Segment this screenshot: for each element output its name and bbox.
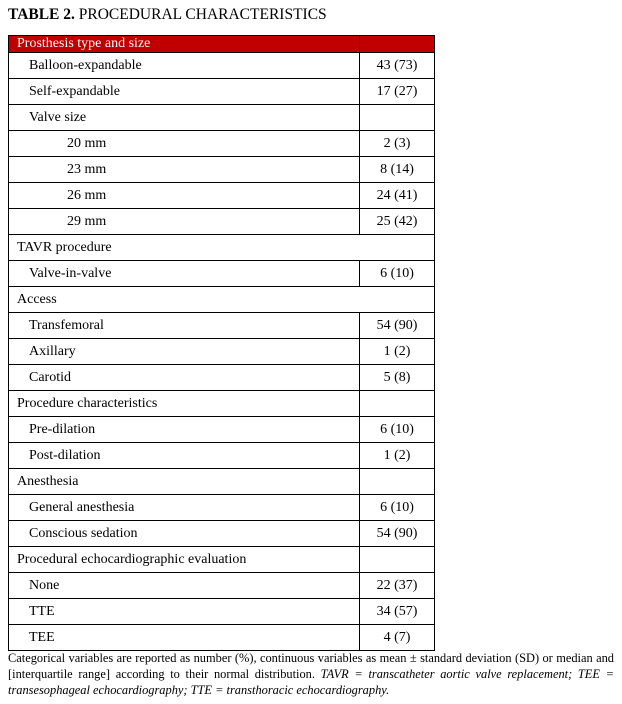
table-row: Transfemoral 54 (90) [8, 312, 435, 339]
table-row: Axillary 1 (2) [8, 338, 435, 365]
row-label: Transfemoral [8, 312, 360, 339]
header-label: Prosthesis type and size [8, 35, 360, 53]
table-row: Access [8, 286, 435, 313]
table-row: 29 mm 25 (42) [8, 208, 435, 235]
row-label: Valve-in-valve [8, 260, 360, 287]
row-label: Balloon-expandable [8, 52, 360, 79]
row-value [359, 546, 435, 573]
row-value: 6 (10) [359, 416, 435, 443]
table-title-text: PROCEDURAL CHARACTERISTICS [74, 6, 327, 23]
footnote-abbreviations: TAVR = transcatheter aortic valve replac… [8, 667, 614, 697]
row-label: Post-dilation [8, 442, 360, 469]
table-row: Procedure characteristics [8, 390, 435, 417]
row-label: 29 mm [8, 208, 360, 235]
row-value [359, 468, 435, 495]
row-value: 1 (2) [359, 442, 435, 469]
row-label: None [8, 572, 360, 599]
row-label: TAVR procedure [8, 234, 435, 261]
table-row: TEE 4 (7) [8, 624, 435, 651]
row-value: 54 (90) [359, 520, 435, 547]
table-row: Balloon-expandable 43 (73) [8, 52, 435, 79]
row-label: 23 mm [8, 156, 360, 183]
table-footnote: Categorical variables are reported as nu… [8, 650, 614, 698]
header-value [359, 35, 435, 53]
table-row: Procedural echocardiographic evaluation [8, 546, 435, 573]
row-label: TTE [8, 598, 360, 625]
table-row: Post-dilation 1 (2) [8, 442, 435, 469]
row-label: Pre-dilation [8, 416, 360, 443]
table-row: TTE 34 (57) [8, 598, 435, 625]
table-row: Valve size [8, 104, 435, 131]
table-row: General anesthesia 6 (10) [8, 494, 435, 521]
row-value: 4 (7) [359, 624, 435, 651]
row-value: 5 (8) [359, 364, 435, 391]
table-row: None 22 (37) [8, 572, 435, 599]
procedural-table: Prosthesis type and size Balloon-expanda… [8, 35, 435, 651]
footnote-text: Categorical variables are reported as nu… [8, 651, 614, 681]
row-value: 25 (42) [359, 208, 435, 235]
table-row: Valve-in-valve 6 (10) [8, 260, 435, 287]
row-label: Self-expandable [8, 78, 360, 105]
table-number: TABLE 2. [8, 6, 75, 23]
row-value: 2 (3) [359, 130, 435, 157]
table-title: TABLE 2. PROCEDURAL CHARACTERISTICS [8, 6, 327, 24]
row-value [359, 104, 435, 131]
row-label: Anesthesia [8, 468, 360, 495]
row-value: 24 (41) [359, 182, 435, 209]
row-value: 17 (27) [359, 78, 435, 105]
row-label: TEE [8, 624, 360, 651]
row-value: 6 (10) [359, 494, 435, 521]
row-label: Access [8, 286, 435, 313]
table-row: Anesthesia [8, 468, 435, 495]
row-label: Procedure characteristics [8, 390, 360, 417]
table-row: Self-expandable 17 (27) [8, 78, 435, 105]
table-header-row: Prosthesis type and size [8, 35, 435, 53]
row-value: 6 (10) [359, 260, 435, 287]
row-value: 34 (57) [359, 598, 435, 625]
row-value: 43 (73) [359, 52, 435, 79]
table-row: 23 mm 8 (14) [8, 156, 435, 183]
table-row: TAVR procedure [8, 234, 435, 261]
table-row: Conscious sedation 54 (90) [8, 520, 435, 547]
table-row: Carotid 5 (8) [8, 364, 435, 391]
row-label: 20 mm [8, 130, 360, 157]
row-label: General anesthesia [8, 494, 360, 521]
row-label: 26 mm [8, 182, 360, 209]
row-value: 54 (90) [359, 312, 435, 339]
table-row: Pre-dilation 6 (10) [8, 416, 435, 443]
table-row: 20 mm 2 (3) [8, 130, 435, 157]
row-label: Procedural echocardiographic evaluation [8, 546, 360, 573]
row-label: Axillary [8, 338, 360, 365]
row-value [359, 390, 435, 417]
row-label: Conscious sedation [8, 520, 360, 547]
row-label: Carotid [8, 364, 360, 391]
table-row: 26 mm 24 (41) [8, 182, 435, 209]
row-value: 1 (2) [359, 338, 435, 365]
row-label: Valve size [8, 104, 360, 131]
row-value: 8 (14) [359, 156, 435, 183]
row-value: 22 (37) [359, 572, 435, 599]
